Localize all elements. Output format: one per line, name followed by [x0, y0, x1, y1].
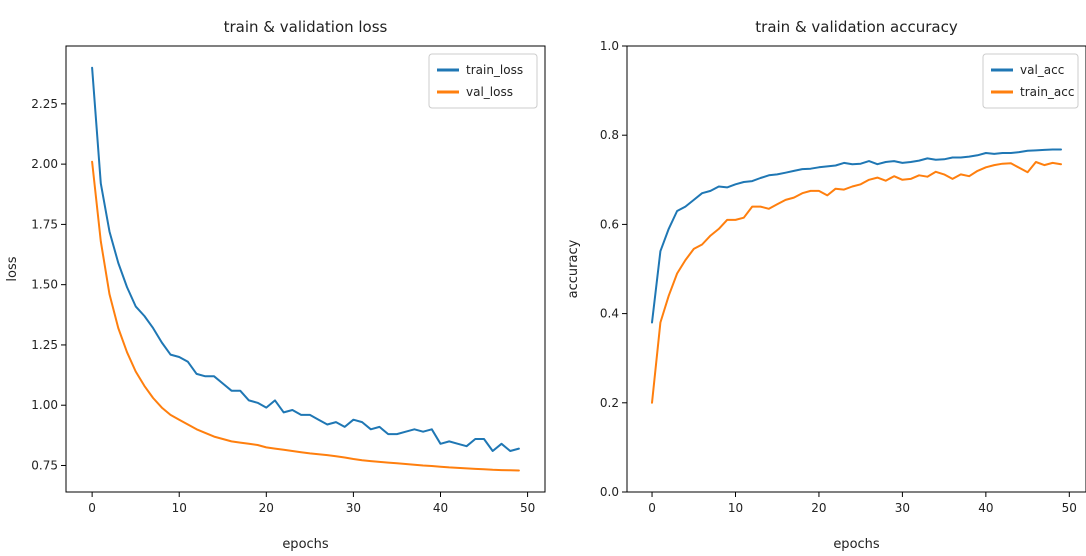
legend-box [428, 53, 538, 109]
legend: train_loss val_loss [428, 53, 538, 109]
y-tick-label: 2.25 [31, 97, 58, 111]
legend-label: val_loss [466, 85, 513, 99]
y-tick-label: 1.50 [31, 278, 58, 292]
x-tick-label: 50 [520, 501, 535, 515]
x-axis-label: epochs [833, 537, 880, 552]
y-tick-label: 0.8 [600, 128, 619, 142]
chart-title: train & validation loss [224, 18, 388, 36]
y-tick-label: 0.6 [600, 217, 619, 231]
x-tick-label: 30 [346, 501, 361, 515]
chart-title: train & validation accuracy [755, 18, 958, 36]
legend-label: val_acc [1020, 63, 1064, 77]
series-line-val-acc [651, 148, 1062, 324]
x-tick-label: 0 [88, 501, 96, 515]
series-line-train-loss [91, 66, 520, 452]
y-tick-label: 1.0 [600, 39, 619, 53]
plot-frame [65, 45, 546, 493]
legend-label: train_loss [466, 63, 523, 77]
series-line-train-acc [651, 161, 1062, 404]
y-tick-label: 1.25 [31, 338, 58, 352]
x-tick-label: 30 [895, 501, 910, 515]
series-line-val-loss [91, 160, 520, 472]
plot-frame [626, 45, 1086, 493]
y-tick-label: 0.0 [600, 485, 619, 499]
x-tick-label: 40 [433, 501, 448, 515]
y-tick-label: 1.75 [31, 217, 58, 231]
x-tick-label: 50 [1062, 501, 1077, 515]
y-tick-label: 0.75 [31, 458, 58, 472]
legend: val_acc train_acc [982, 53, 1079, 109]
x-tick-label: 20 [811, 501, 826, 515]
y-tick-label: 0.2 [600, 396, 619, 410]
y-tick-label: 2.00 [31, 157, 58, 171]
x-tick-label: 40 [978, 501, 993, 515]
x-tick-label: 10 [728, 501, 743, 515]
legend-label: train_acc [1020, 85, 1074, 99]
y-tick-label: 0.4 [600, 307, 619, 321]
legend-box [982, 53, 1079, 109]
y-axis-label: accuracy [566, 239, 581, 298]
y-axis-label: loss [5, 256, 20, 281]
x-tick-label: 0 [648, 501, 656, 515]
x-tick-label: 20 [259, 501, 274, 515]
y-tick-label: 1.00 [31, 398, 58, 412]
chart-panel-1: train & validation loss 0 10 20 30 40 50 0.75 1.… [5, 18, 546, 552]
x-tick-label: 10 [172, 501, 187, 515]
chart-panel-2: train & validation accuracy 0 10 20 30 40 50 0.… [566, 18, 1086, 552]
x-axis-label: epochs [282, 537, 329, 552]
